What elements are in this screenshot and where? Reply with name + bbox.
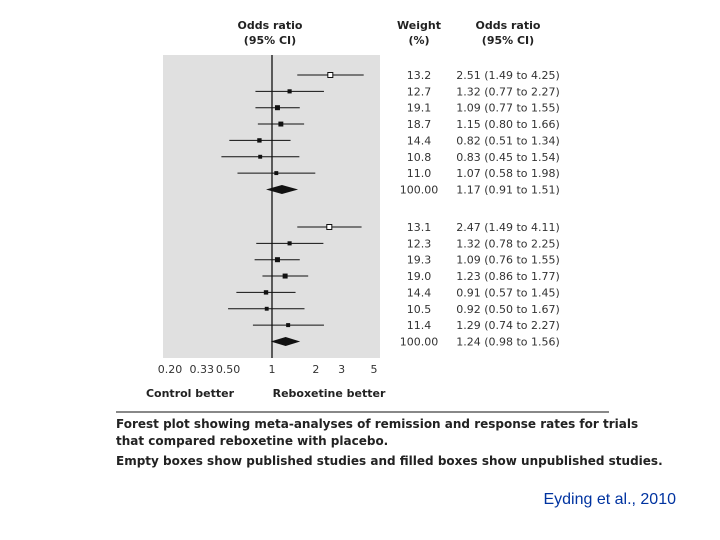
odds-ratio-value: 0.82 (0.51 to 1.34) <box>456 134 560 147</box>
pooled-weight-value: 100.00 <box>400 335 439 348</box>
odds-ratio-value: 2.51 (1.49 to 4.25) <box>456 69 560 82</box>
header-odds-ratio: Odds ratio <box>238 19 303 32</box>
odds-ratio-value: 0.83 (0.45 to 1.54) <box>456 151 560 164</box>
pooled-weight-value: 100.00 <box>400 183 439 196</box>
published-study-box <box>327 72 334 78</box>
unpublished-study-box <box>287 241 292 246</box>
weight-value: 18.7 <box>407 118 432 131</box>
odds-ratio-value: 1.32 (0.78 to 2.25) <box>456 237 560 250</box>
weight-value: 11.4 <box>407 319 432 332</box>
x-tick-label: 0.33 <box>189 363 214 376</box>
favours-reboxetine-label: Reboxetine better <box>273 387 386 400</box>
weight-value: 12.3 <box>407 237 432 250</box>
caption-line: that compared reboxetine with placebo. <box>116 434 388 448</box>
odds-ratio-value: 1.09 (0.76 to 1.55) <box>456 254 560 267</box>
odds-ratio-value: 1.07 (0.58 to 1.98) <box>456 167 560 180</box>
weight-value: 19.1 <box>407 102 432 115</box>
citation: Eyding et al., 2010 <box>543 491 676 508</box>
unpublished-study-box <box>274 105 280 111</box>
caption-line: Forest plot showing meta-analyses of rem… <box>116 417 638 431</box>
unpublished-study-box <box>274 257 280 263</box>
odds-ratio-value: 1.09 (0.77 to 1.55) <box>456 102 560 115</box>
x-tick-label: 0.50 <box>216 363 241 376</box>
weight-value: 14.4 <box>407 134 432 147</box>
x-tick-label: 2 <box>312 363 319 376</box>
unpublished-study-box <box>264 306 269 311</box>
header-weight-unit: (%) <box>408 34 429 47</box>
unpublished-study-box <box>286 323 291 328</box>
unpublished-study-box <box>282 273 288 279</box>
published-study-box <box>326 224 333 230</box>
unpublished-study-box <box>258 154 263 159</box>
odds-ratio-value: 0.92 (0.50 to 1.67) <box>456 303 560 316</box>
weight-value: 10.5 <box>407 303 432 316</box>
odds-ratio-value: 0.91 (0.57 to 1.45) <box>456 286 560 299</box>
x-tick-label: 0.20 <box>158 363 183 376</box>
weight-value: 13.2 <box>407 69 432 82</box>
pooled-odds-ratio-value: 1.24 (0.98 to 1.56) <box>456 335 560 348</box>
unpublished-study-box <box>257 138 262 143</box>
unpublished-study-box <box>287 89 292 94</box>
odds-ratio-value: 1.15 (0.80 to 1.66) <box>456 118 560 131</box>
header-weight: Weight <box>397 19 441 32</box>
weight-value: 10.8 <box>407 151 432 164</box>
header-ci-values: (95% CI) <box>482 34 534 47</box>
odds-ratio-value: 2.47 (1.49 to 4.11) <box>456 221 560 234</box>
pooled-odds-ratio-value: 1.17 (0.91 to 1.51) <box>456 183 560 196</box>
odds-ratio-value: 1.23 (0.86 to 1.77) <box>456 270 560 283</box>
unpublished-study-box <box>274 171 279 176</box>
x-tick-label: 1 <box>269 363 276 376</box>
header-ci: (95% CI) <box>244 34 296 47</box>
unpublished-study-box <box>263 290 269 295</box>
unpublished-study-box <box>278 121 284 127</box>
x-tick-label: 5 <box>371 363 378 376</box>
weight-value: 12.7 <box>407 85 432 98</box>
favours-control-label: Control better <box>146 387 235 400</box>
caption-line: Empty boxes show published studies and f… <box>116 454 663 468</box>
odds-ratio-value: 1.29 (0.74 to 2.27) <box>456 319 560 332</box>
pooled-diamond <box>266 184 299 194</box>
weight-value: 19.0 <box>407 270 432 283</box>
weight-value: 14.4 <box>407 286 432 299</box>
pooled-diamond <box>270 336 301 346</box>
header-odds-ratio-values: Odds ratio <box>476 19 541 32</box>
weight-value: 13.1 <box>407 221 432 234</box>
weight-value: 11.0 <box>407 167 432 180</box>
weight-value: 19.3 <box>407 254 432 267</box>
odds-ratio-value: 1.32 (0.77 to 2.27) <box>456 85 560 98</box>
x-tick-label: 3 <box>338 363 345 376</box>
